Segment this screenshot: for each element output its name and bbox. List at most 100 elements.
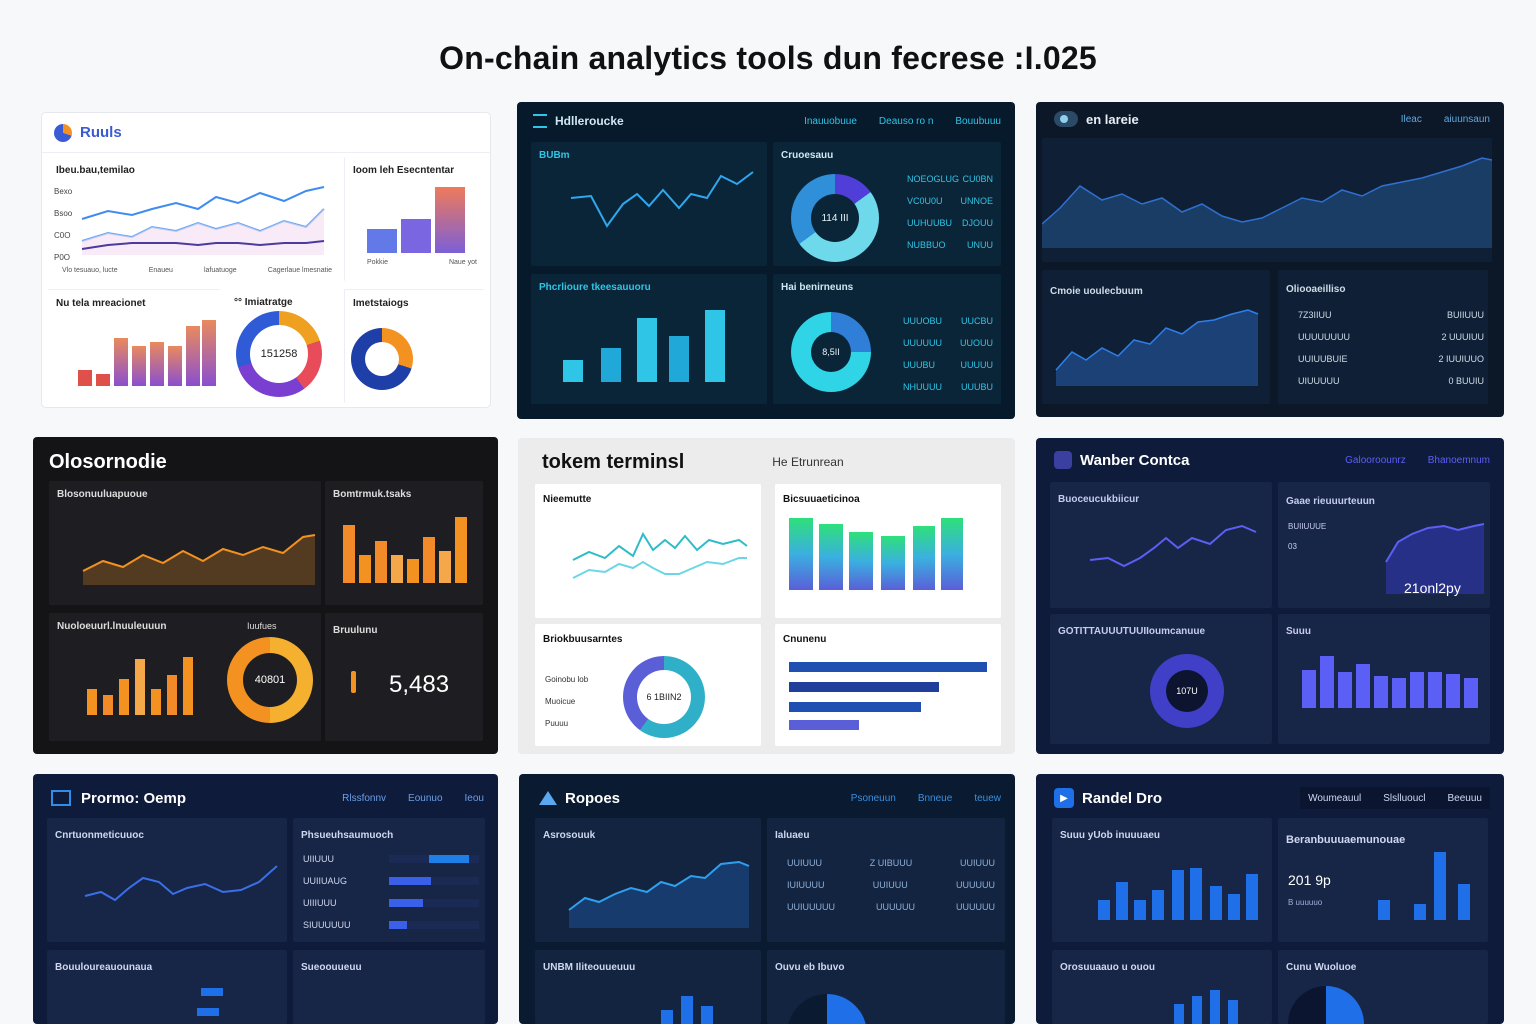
- legend-row: UUUOBU UUCBU: [903, 316, 993, 326]
- panel-label: Briokbuusarntes: [543, 634, 623, 645]
- nav-item[interactable]: Ieou: [464, 792, 484, 804]
- panel-bars-bottom: Nu tela mreacionet: [48, 289, 220, 403]
- table-row: UUIUUBUIE 2 IUUIUUO: [1298, 354, 1484, 364]
- x-tick: Enaueu: [148, 267, 173, 274]
- legend-item: Goinobu lob: [545, 674, 589, 684]
- panel-label: Oliooaeilliso: [1286, 284, 1346, 295]
- panel-bars: Phcrlioure tkeesauuoru: [531, 274, 767, 404]
- nav-item[interactable]: teuew: [974, 792, 1001, 804]
- panel-bottom-right: Sueoouueuu: [293, 950, 485, 1024]
- panel-bottom-left: Orosuuaauo u ouou: [1052, 950, 1272, 1024]
- card-ruuls[interactable]: Ruuls Ibeu.bau,temilao Bexo Bsoo C0O P0O…: [42, 113, 490, 407]
- nav-item[interactable]: Galooroounrz: [1345, 454, 1406, 466]
- panel-label: Cnrtuonmeticuuoc: [55, 830, 144, 841]
- panel-label: Blosonuuluapuoue: [57, 489, 148, 500]
- panel-small-donut: Imetstaiogs: [344, 289, 484, 403]
- table-row: UUIUUU Z UIBUUU UUIUUU: [787, 858, 995, 868]
- panel-label: Bouuloureauounaua: [55, 962, 153, 973]
- legend-row: UUUBU UUUUU: [903, 360, 993, 370]
- panel-kpi: Bruulunu 5,483: [325, 613, 483, 741]
- card-title: Ruuls: [80, 124, 122, 141]
- panel-label: Ialuaeu: [775, 830, 810, 841]
- panel-hbars: Cnunenu: [775, 624, 1001, 746]
- y-tick: Bexo: [54, 187, 73, 196]
- card-ropoes[interactable]: Ropoes Psoneuun Bnneue teuew Asrosouuk I…: [519, 774, 1015, 1024]
- panel-label: GOTITTAUUUTUUIIoumcanuue: [1058, 626, 1206, 637]
- nav-item[interactable]: Bhanoemnum: [1427, 454, 1490, 466]
- nav-item[interactable]: Bnneue: [917, 792, 953, 804]
- table-row: IUIUUUU UUIUUU UUUUUU: [787, 880, 995, 890]
- panel-bottom-left: Bouuloureauounaua: [47, 950, 287, 1024]
- panel-label: Sueoouueuu: [301, 962, 362, 973]
- panel-donut: Briokbuusarntes Goinobu lob Muoicue Puuu…: [535, 624, 761, 746]
- donut-value: 114 III: [811, 194, 859, 242]
- card-hdlleroucke[interactable]: Hdlleroucke Inauuobuue Deauso ro n Bouub…: [517, 102, 1015, 419]
- panel-kpi: Gaae rieuuurteuun BUIIUUUE 03 21onl2py: [1278, 482, 1490, 608]
- card-tokem-terminsl[interactable]: tokem terminsl He Etrunrean Nieemutte Bi…: [518, 438, 1015, 754]
- card-olosornodie[interactable]: Olosornodie Blosonuuluapuoue Bomtrmuk.ts…: [33, 437, 498, 754]
- card-title: en lareie: [1086, 111, 1139, 127]
- panel-bottom-right: Cunu Wuoluoe: [1278, 950, 1488, 1024]
- square-logo-icon: [1054, 451, 1072, 469]
- panel-label: Gaae rieuuurteuun: [1286, 496, 1375, 507]
- panel-label: Cnunenu: [783, 634, 827, 645]
- panel-label: Nieemutte: [543, 494, 592, 505]
- card-title: Ropoes: [565, 789, 621, 807]
- panel-area: Asrosouuk: [535, 818, 761, 942]
- panel-donut: GOTITTAUUUTUUIIoumcanuue 107U: [1050, 614, 1272, 744]
- card-wanber-contca[interactable]: Wanber Contca Galooroounrz Bhanoemnum Bu…: [1036, 438, 1504, 754]
- nav-item[interactable]: Deauso ro n: [878, 115, 934, 127]
- card-randel-dro[interactable]: ▶ Randel Dro Woumeauul Slslluoucl Beeuuu…: [1036, 774, 1504, 1024]
- panel-line: BUBm: [531, 142, 767, 266]
- nav-item[interactable]: Psoneuun: [850, 792, 896, 804]
- donut-value: 107U: [1166, 670, 1208, 712]
- panel-table: Oliooaeilliso 7Z3IIUU BUIIUUU UUUUUUUU 2 U…: [1278, 270, 1488, 404]
- panel-kpi: Beranbuuuaemunouae 201 9p B uuuuuo: [1278, 818, 1488, 942]
- card-en-lareie[interactable]: en lareie Ileac aiuunsaun Cmoie uoulecbu…: [1036, 102, 1504, 417]
- kpi-value: 201 9p: [1288, 872, 1331, 888]
- card-prormo-oemp[interactable]: Prormo: Oemp Rlssfonnv Eounuo Ieou Cnrtu…: [33, 774, 498, 1024]
- panel-trend: Ibeu.bau,temilao Bexo Bsoo C0O P0O Vlo t…: [48, 157, 336, 281]
- panel-bars: Bicsuuaeticinoa: [775, 484, 1001, 618]
- nav-item[interactable]: Bouubuuu: [955, 115, 1001, 127]
- panel-label: Asrosouuk: [543, 830, 596, 841]
- page-title: On-chain analytics tools dun fecrese :I.…: [439, 40, 1097, 76]
- kpi-marker-icon: [351, 671, 356, 693]
- table-row: 7Z3IIUU BUIIUUU: [1298, 310, 1484, 320]
- nav-item[interactable]: Woumeauul: [1308, 792, 1362, 804]
- nav-item[interactable]: Rlssfonnv: [342, 792, 387, 804]
- legend-item: Puuuu: [545, 718, 569, 728]
- x-tick: Vlo tesuauo, lucte: [62, 267, 118, 274]
- nav-item[interactable]: Beeuuu: [1447, 792, 1482, 804]
- panel-label: Ioom leh Esecntentar: [353, 165, 455, 176]
- nav-item[interactable]: Slslluoucl: [1383, 792, 1426, 804]
- panel-label: Ouvu eb Ibuvo: [775, 962, 845, 973]
- table-row: UUIUUUUU UUUUUU UUUUUU: [787, 902, 995, 912]
- table-row: UUUUUUUU 2 UUUIUU: [1298, 332, 1484, 342]
- nav-item[interactable]: aiuunsaun: [1443, 113, 1490, 125]
- bar-row: UIIUUU: [303, 848, 479, 870]
- legend-item: Muoicue: [545, 696, 576, 706]
- bar-row: SIUUUUUU: [303, 914, 479, 936]
- play-logo-icon: ▶: [1054, 788, 1074, 808]
- x-tick: Cagerlaue lmesnatie: [267, 267, 332, 274]
- card-title: Olosornodie: [49, 450, 167, 473]
- panel-area: [1042, 138, 1492, 262]
- card-title: Wanber Contca: [1080, 451, 1190, 469]
- card-title: Prormo: Oemp: [81, 789, 187, 807]
- donut-value: 40801: [243, 653, 297, 707]
- nav-item[interactable]: Ileac: [1400, 113, 1422, 125]
- panel-label: Cruoesauu: [781, 150, 834, 161]
- card-title: Hdlleroucke: [555, 114, 624, 128]
- card-subtitle: He Etrunrean: [772, 455, 844, 469]
- table-row: UIUUUUU 0 BUUIU: [1298, 376, 1484, 386]
- panel-label: Nu tela mreacionet: [56, 298, 146, 309]
- nav-item[interactable]: Inauuobuue: [804, 115, 857, 127]
- grid-logo-icon: [533, 114, 547, 128]
- mountain-logo-icon: [539, 791, 557, 805]
- toggle-logo-icon: [1054, 111, 1078, 127]
- panel-bars-2: Nuoloeuurl.lnuuleuuun 40801 Iuufues: [49, 613, 321, 741]
- nav-item[interactable]: Eounuo: [408, 792, 443, 804]
- panel-label: Nuoloeuurl.lnuuleuuun: [57, 621, 167, 632]
- panel-area-2: Cmoie uoulecbuum: [1042, 270, 1270, 404]
